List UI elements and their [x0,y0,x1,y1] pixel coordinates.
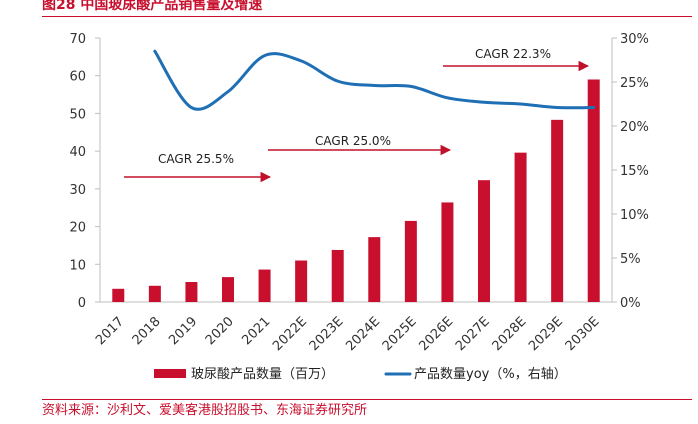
source-divider [42,399,692,400]
y-tick-label: 0 [78,296,86,311]
title-divider [42,16,692,17]
y2-tick-label: 0% [620,296,641,311]
x-tick-label: 2018 [130,314,164,348]
y-tick-label: 50 [69,107,86,122]
legend-bar-label: 玻尿酸产品数量（百万） [191,367,334,382]
bar [514,152,527,302]
y-tick-label: 20 [69,221,86,236]
bar-series [112,79,600,302]
bar [222,277,234,302]
x-tick-label: 2017 [93,314,127,348]
y2-tick-label: 15% [620,164,649,179]
bar [331,249,344,302]
cagr-label: CAGR 25.5% [158,152,234,166]
x-tick-label: 2030E [563,314,603,354]
yoy-line [153,49,596,111]
x-tick-label: 2028E [490,314,530,354]
x-tick-label: 2025E [380,314,420,354]
y-tick-label: 60 [69,70,86,85]
y2-tick-label: 25% [620,76,649,91]
bar [258,269,271,302]
legend-bar-swatch [154,369,186,378]
bar [368,237,381,302]
bar [295,260,308,302]
bar [404,220,417,302]
bar [587,79,600,302]
cagr-annotations: CAGR 25.5% CAGR 25.0% CAGR 22.3% [124,47,590,183]
legend: 玻尿酸产品数量（百万） 产品数量yoy（%，右轴） [154,367,567,382]
legend-line-label: 产品数量yoy（%，右轴） [414,367,567,382]
x-tick-label: 2023E [307,314,347,354]
bar [478,180,490,302]
figure-title: 图28 中国玻尿酸产品销售量及增速 [42,0,263,13]
y2-tick-label: 20% [620,120,649,135]
y-tick-label: 70 [69,32,86,47]
bar [551,119,564,302]
y-tick-label: 10 [69,258,86,273]
y2-tick-label: 10% [620,208,649,223]
x-tick-label: 2027E [453,314,493,354]
y-tick-label: 30 [69,183,86,198]
x-tick-label: 2029E [526,314,566,354]
axes: 0 10 20 30 40 50 60 70 0% 5% 10% 15% 20% 25% 30% [69,32,648,311]
bar [112,288,125,302]
x-tick-label: 2026E [416,314,456,354]
cagr-label: CAGR 22.3% [475,47,551,61]
x-tick-label: 2024E [343,314,383,354]
bar [148,285,161,302]
x-tick-label: 2019 [166,314,200,348]
yoy-line-series [153,49,596,111]
x-axis-ticks: 2017 2018 2019 2020 20212022E2023E2024E2025E… [93,314,602,354]
bar [185,282,198,302]
cagr-label: CAGR 25.0% [315,134,391,148]
y-tick-label: 40 [69,145,86,160]
x-tick-label: 2022E [270,314,310,354]
y2-tick-label: 30% [620,32,649,47]
bar [441,202,454,302]
y2-tick-label: 5% [620,252,641,267]
x-tick-label: 2021 [239,314,273,348]
source-note: 资料来源：沙利文、爱美客港股招股书、东海证券研究所 [42,403,368,418]
x-tick-label: 2020 [203,314,237,348]
